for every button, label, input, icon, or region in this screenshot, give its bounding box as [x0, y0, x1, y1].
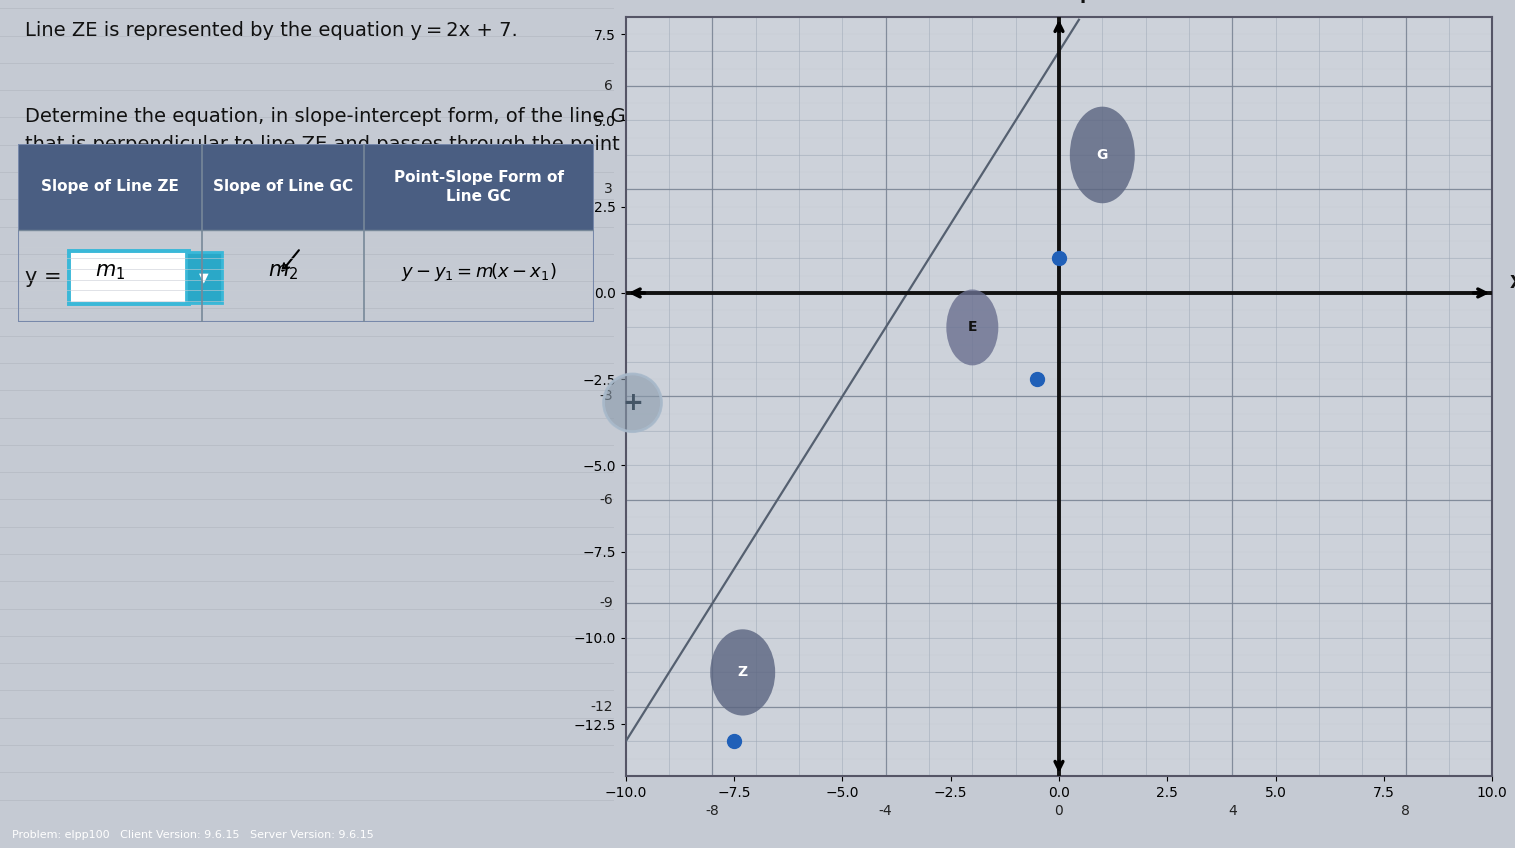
FancyBboxPatch shape: [186, 252, 223, 304]
FancyBboxPatch shape: [68, 251, 189, 304]
Text: $m_1$: $m_1$: [95, 262, 126, 282]
Text: -12: -12: [591, 700, 612, 714]
Text: 0: 0: [1054, 804, 1064, 817]
Text: Z: Z: [738, 666, 748, 679]
Text: E: E: [968, 321, 977, 334]
Text: -6: -6: [598, 493, 612, 507]
Text: 3: 3: [604, 182, 612, 197]
Text: 4: 4: [1229, 804, 1236, 817]
Text: Problem: elpp100   Client Version: 9.6.15   Server Version: 9.6.15: Problem: elpp100 Client Version: 9.6.15 …: [12, 830, 374, 840]
Text: Slope of Line GC: Slope of Line GC: [214, 180, 353, 194]
Circle shape: [603, 374, 662, 432]
Text: $m_2$: $m_2$: [268, 262, 298, 282]
Text: Determine the equation, in slope-intercept form, of the line GC
that is perpendi: Determine the equation, in slope-interce…: [24, 108, 641, 182]
Text: G: G: [1097, 148, 1107, 162]
Text: 6: 6: [604, 79, 612, 93]
Text: -8: -8: [706, 804, 720, 817]
FancyBboxPatch shape: [18, 144, 594, 230]
Text: -3: -3: [598, 389, 612, 404]
Ellipse shape: [1070, 107, 1135, 204]
Text: Slope of Line ZE: Slope of Line ZE: [41, 180, 179, 194]
Text: Point-Slope Form of
Line GC: Point-Slope Form of Line GC: [394, 170, 564, 204]
Text: -4: -4: [879, 804, 892, 817]
Text: X: X: [1509, 274, 1515, 292]
Text: Line ZE is represented by the equation y = 2x + 7.: Line ZE is represented by the equation y…: [24, 20, 517, 40]
Ellipse shape: [711, 629, 776, 716]
Text: $y - y_1 = m\!\left(x - x_1\right)$: $y - y_1 = m\!\left(x - x_1\right)$: [401, 261, 556, 283]
Text: 8: 8: [1401, 804, 1410, 817]
Text: Y: Y: [1076, 0, 1088, 7]
Ellipse shape: [947, 289, 998, 365]
Text: y =: y =: [24, 267, 61, 287]
Text: -9: -9: [598, 596, 612, 611]
Text: ▼: ▼: [198, 271, 209, 284]
Text: +: +: [623, 391, 642, 415]
